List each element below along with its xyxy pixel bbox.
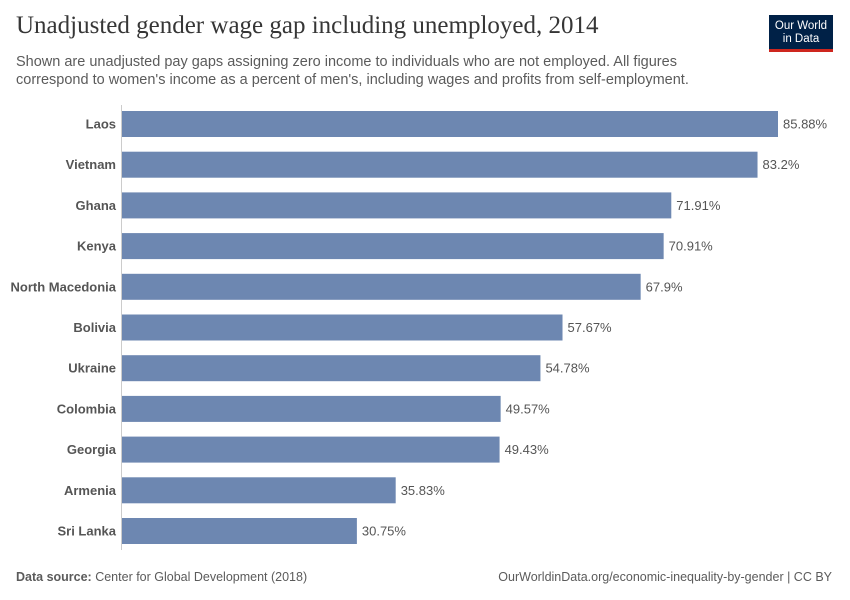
source-url[interactable]: OurWorldinData.org/economic-inequality-b… (498, 570, 832, 584)
value-label: 49.43% (505, 442, 550, 457)
category-label: Vietnam (66, 157, 116, 172)
value-label: 83.2% (763, 157, 800, 172)
bar[interactable] (122, 151, 758, 178)
source-text[interactable]: Center for Global Development (2018) (91, 570, 308, 584)
category-label: Ghana (76, 198, 117, 213)
category-label: Ukraine (68, 361, 116, 376)
bar[interactable] (122, 477, 396, 504)
bar[interactable] (122, 111, 778, 137)
owid-logo[interactable]: Our World in Data (769, 15, 833, 52)
category-label: Laos (86, 117, 116, 132)
category-label: Colombia (57, 401, 117, 416)
category-label: Armenia (64, 483, 117, 498)
chart-title: Unadjusted gender wage gap including une… (16, 12, 599, 39)
data-source: Data source: Center for Global Developme… (16, 570, 307, 584)
source-label: Data source: (16, 570, 92, 584)
bar[interactable] (122, 436, 500, 463)
bar[interactable] (122, 355, 541, 382)
bar[interactable] (122, 192, 672, 219)
category-label: Georgia (67, 442, 117, 457)
category-label: Bolivia (73, 320, 116, 335)
bar[interactable] (122, 273, 641, 300)
value-label: 67.9% (646, 279, 683, 294)
category-label: Sri Lanka (57, 524, 116, 539)
value-label: 71.91% (676, 198, 721, 213)
value-label: 70.91% (669, 239, 714, 254)
value-label: 49.57% (506, 401, 551, 416)
bar[interactable] (122, 314, 563, 341)
bar[interactable] (122, 395, 501, 422)
value-label: 30.75% (362, 524, 407, 539)
chart-subtitle: Shown are unadjusted pay gaps assigning … (16, 54, 689, 88)
category-label: North Macedonia (11, 279, 117, 294)
category-label: Kenya (77, 239, 117, 254)
value-label: 57.67% (568, 320, 613, 335)
bar[interactable] (122, 518, 357, 544)
bar[interactable] (122, 233, 664, 260)
value-label: 54.78% (545, 361, 590, 376)
value-label: 35.83% (401, 483, 446, 498)
value-label: 85.88% (783, 117, 828, 132)
